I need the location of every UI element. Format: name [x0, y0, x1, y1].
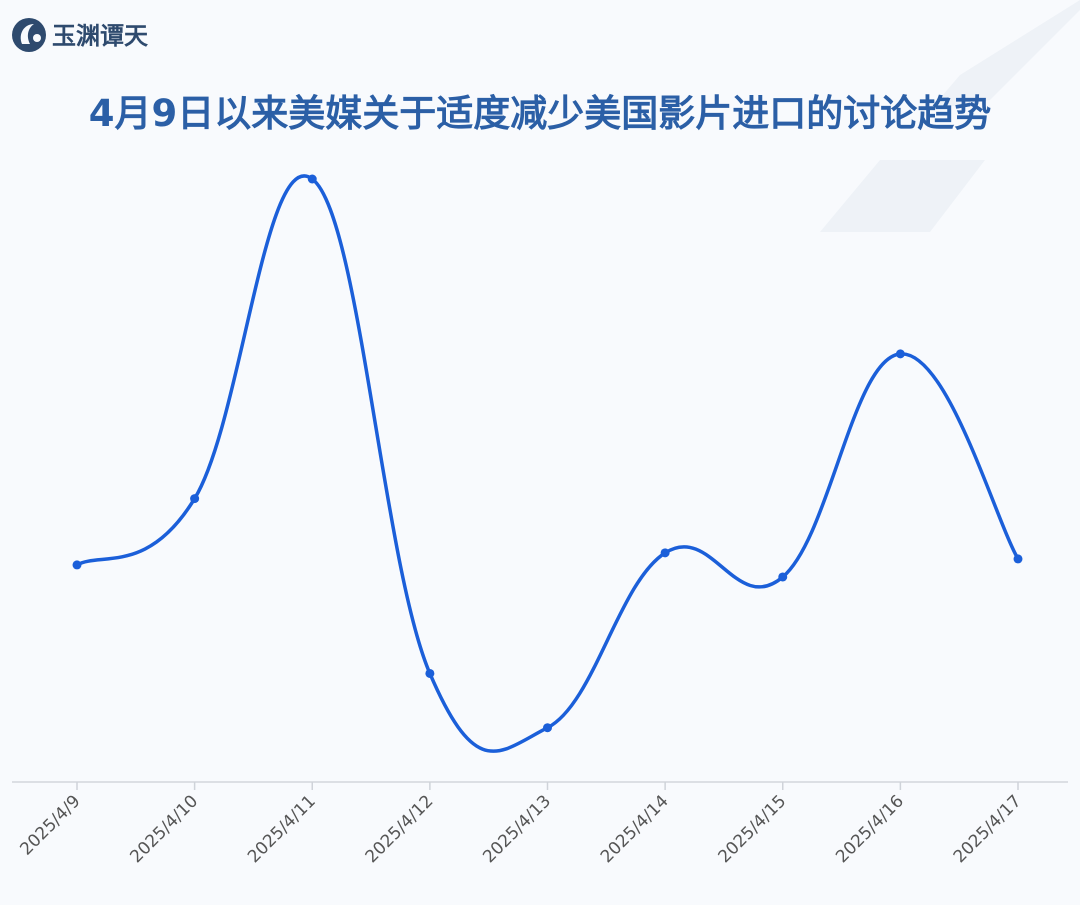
- point: [660, 548, 670, 558]
- point: [190, 494, 200, 504]
- point: [895, 349, 905, 359]
- decoration: [820, 160, 985, 232]
- point: [72, 560, 82, 570]
- logo-icon: [12, 18, 46, 52]
- line: [76, 174, 1020, 753]
- point: [543, 723, 552, 733]
- point: [778, 572, 788, 582]
- chart-title: 4月9日以来美媒关于适度减少美国影片进口的讨论趋势: [89, 92, 992, 135]
- point: [425, 668, 435, 678]
- point: [307, 174, 317, 184]
- logo-text: 玉渊谭天: [52, 21, 148, 50]
- decoration: [930, 0, 1080, 110]
- point: [1013, 554, 1023, 564]
